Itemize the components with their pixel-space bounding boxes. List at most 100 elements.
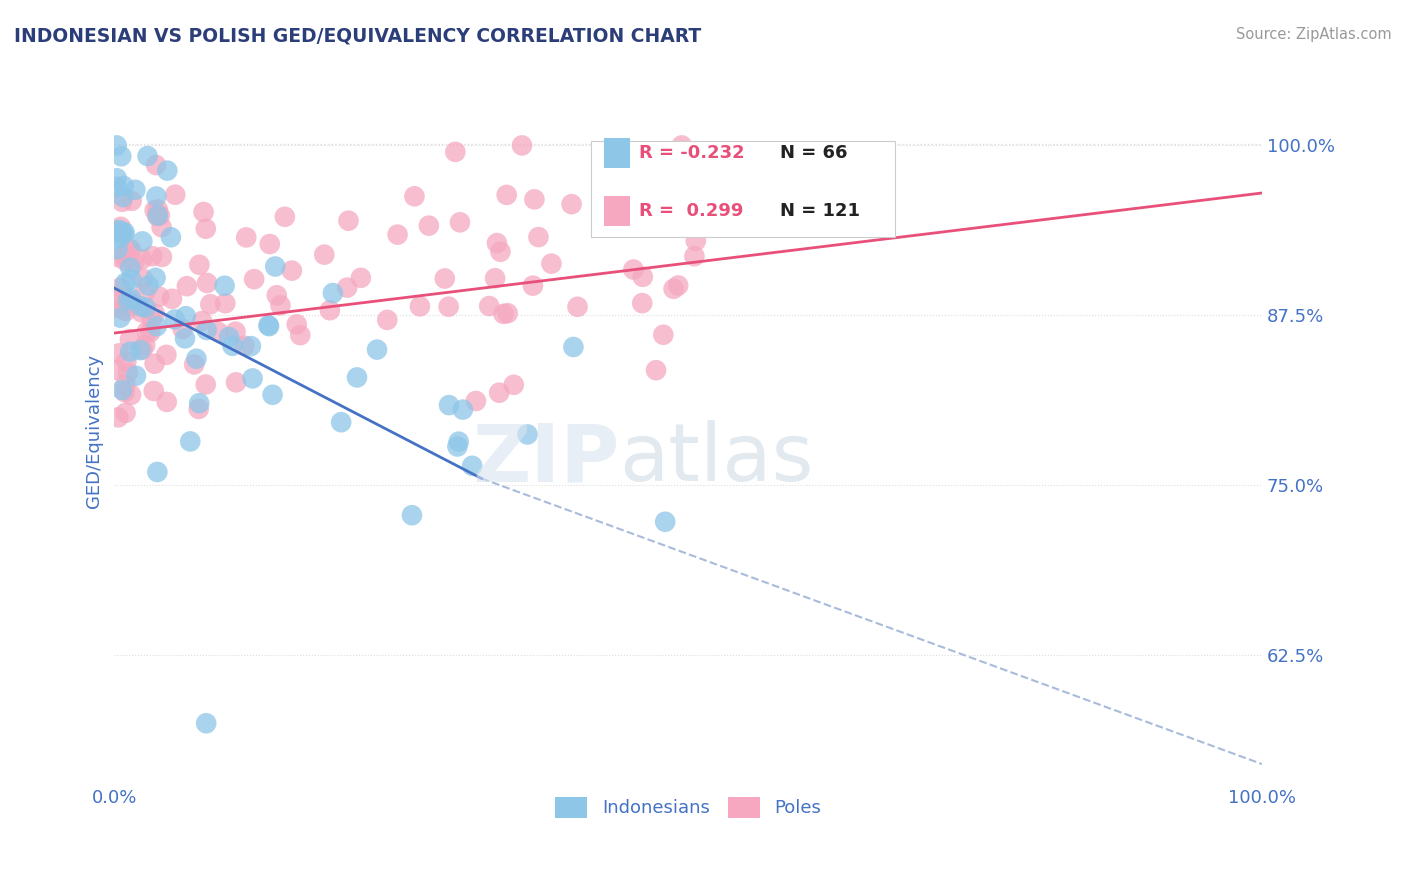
Point bbox=[195, 716, 218, 731]
Text: ZIP: ZIP bbox=[472, 420, 619, 499]
Point bbox=[437, 398, 460, 412]
Point bbox=[337, 213, 360, 227]
Text: N = 121: N = 121 bbox=[780, 202, 860, 220]
Point bbox=[179, 434, 201, 449]
Point bbox=[155, 348, 177, 362]
Point bbox=[134, 338, 156, 352]
Point bbox=[233, 339, 256, 353]
Point bbox=[114, 276, 136, 290]
Point bbox=[633, 198, 655, 212]
Point bbox=[207, 325, 229, 339]
Point bbox=[510, 138, 533, 153]
Point bbox=[478, 299, 501, 313]
Point bbox=[120, 260, 142, 275]
Point bbox=[464, 394, 486, 409]
Point bbox=[561, 197, 583, 211]
Point bbox=[195, 276, 218, 290]
Point bbox=[447, 434, 470, 449]
Point bbox=[120, 388, 142, 402]
Point bbox=[131, 343, 153, 357]
Point bbox=[131, 235, 153, 249]
Point bbox=[112, 178, 135, 193]
Point bbox=[111, 194, 134, 209]
Point bbox=[239, 339, 262, 353]
Point bbox=[136, 325, 159, 339]
Point bbox=[129, 300, 152, 314]
Point bbox=[143, 357, 166, 371]
Point bbox=[141, 249, 163, 263]
Point bbox=[322, 286, 344, 301]
Point bbox=[523, 192, 546, 206]
Point bbox=[214, 296, 236, 310]
Point bbox=[404, 189, 426, 203]
Point bbox=[118, 242, 141, 256]
Point bbox=[290, 328, 312, 343]
Point bbox=[111, 190, 134, 204]
Point bbox=[527, 230, 550, 244]
Point bbox=[214, 278, 236, 293]
Point bbox=[156, 163, 179, 178]
Point bbox=[122, 255, 145, 269]
Point bbox=[114, 247, 136, 261]
Point bbox=[136, 149, 159, 163]
FancyBboxPatch shape bbox=[591, 141, 894, 236]
Point bbox=[141, 312, 163, 326]
Point bbox=[433, 271, 456, 285]
Point bbox=[131, 252, 153, 267]
Point bbox=[195, 323, 218, 337]
Point bbox=[121, 296, 143, 310]
Point bbox=[683, 249, 706, 263]
Point bbox=[685, 234, 707, 248]
Point bbox=[631, 296, 654, 310]
Point bbox=[134, 285, 156, 300]
Point bbox=[165, 187, 187, 202]
Point bbox=[274, 210, 297, 224]
Point bbox=[117, 366, 139, 380]
Point bbox=[174, 331, 197, 345]
Point bbox=[143, 203, 166, 218]
Point bbox=[120, 344, 142, 359]
Point bbox=[522, 278, 544, 293]
Point bbox=[516, 427, 538, 442]
Point bbox=[110, 281, 132, 295]
Point bbox=[281, 263, 304, 277]
Point bbox=[110, 219, 132, 234]
Point bbox=[105, 289, 128, 303]
Point bbox=[107, 250, 129, 264]
Point bbox=[110, 149, 132, 163]
Point bbox=[114, 254, 136, 268]
Point bbox=[145, 270, 167, 285]
Point bbox=[146, 202, 169, 217]
Point bbox=[111, 226, 134, 240]
Point bbox=[145, 158, 167, 172]
Point bbox=[139, 325, 162, 339]
Point bbox=[121, 194, 143, 208]
Point bbox=[492, 307, 515, 321]
Point bbox=[596, 180, 619, 194]
Point bbox=[418, 219, 440, 233]
Point bbox=[135, 301, 157, 315]
Point bbox=[118, 332, 141, 346]
Point bbox=[114, 377, 136, 392]
Point bbox=[671, 138, 693, 153]
Point bbox=[114, 385, 136, 400]
Point bbox=[150, 220, 173, 235]
Point bbox=[186, 351, 208, 366]
Point bbox=[269, 298, 291, 312]
Point bbox=[120, 292, 142, 306]
Point bbox=[623, 262, 645, 277]
Point bbox=[194, 221, 217, 235]
Point bbox=[188, 258, 211, 272]
Point bbox=[401, 508, 423, 523]
Point bbox=[174, 309, 197, 323]
Text: Source: ZipAtlas.com: Source: ZipAtlas.com bbox=[1236, 27, 1392, 42]
Bar bbox=[605, 138, 630, 168]
Point bbox=[115, 304, 138, 318]
Point bbox=[188, 396, 211, 410]
Text: R =  0.299: R = 0.299 bbox=[638, 202, 744, 220]
Point bbox=[540, 257, 562, 271]
Point bbox=[117, 293, 139, 308]
Point bbox=[484, 271, 506, 285]
Point bbox=[242, 371, 264, 385]
Point bbox=[225, 325, 247, 339]
